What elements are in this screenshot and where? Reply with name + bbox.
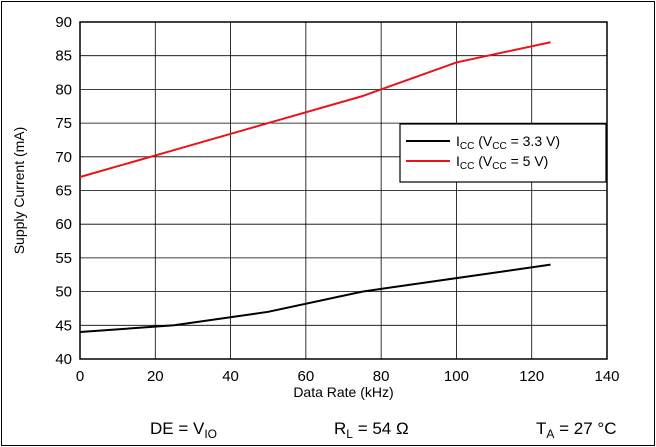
y-tick-label: 75: [55, 115, 72, 132]
x-tick-labels: 0 20 40 60 80 100 120 140: [76, 368, 620, 385]
x-tick-label: 0: [76, 368, 84, 385]
condition-label: DE = VIO: [150, 419, 217, 441]
x-tick-label: 120: [519, 368, 544, 385]
x-tick-label: 40: [222, 368, 239, 385]
x-axis-label: Data Rate (kHz): [293, 384, 393, 400]
x-tick-label: 80: [373, 368, 390, 385]
y-axis-label: Supply Current (mA): [11, 127, 27, 255]
x-tick-label: 140: [594, 368, 619, 385]
x-tick-label: 60: [298, 368, 315, 385]
x-tick-label: 100: [444, 368, 469, 385]
y-tick-label: 50: [55, 284, 72, 301]
series-line-1: [79, 263, 551, 334]
y-tick-label: 85: [55, 48, 72, 65]
condition-label: RL = 54 Ω: [334, 419, 409, 441]
legend-box: [399, 123, 607, 183]
y-tick-label: 40: [55, 351, 72, 368]
condition-label: TA = 27 °C: [536, 419, 617, 441]
y-tick-label: 60: [55, 216, 72, 233]
legend: ICC (VCC = 3.3 V)ICC (VCC = 5 V): [399, 123, 607, 183]
series-group: [79, 41, 551, 334]
series-line-2: [79, 41, 551, 178]
test-conditions: DE = VIO RL = 54 Ω TA = 27 °C: [150, 419, 617, 441]
y-tick-label: 70: [55, 149, 72, 166]
legend-label: ICC (VCC = 3.3 V): [456, 133, 560, 152]
y-tick-label: 45: [55, 317, 72, 334]
y-tick-label: 90: [55, 14, 72, 31]
y-tick-label: 55: [55, 250, 72, 267]
y-tick-label: 80: [55, 81, 72, 98]
x-tick-label: 20: [147, 368, 164, 385]
legend-label: ICC (VCC = 5 V): [456, 153, 548, 172]
plot-area: [79, 21, 608, 360]
grid: [79, 21, 608, 360]
y-tick-labels: 40 45 50 55 60 65 70 75 80 85 90: [55, 14, 72, 368]
y-tick-label: 65: [55, 183, 72, 200]
